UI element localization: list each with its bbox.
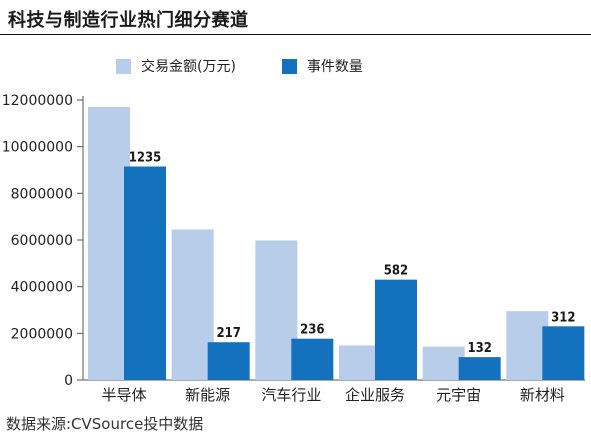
y-tick-label: 4000000	[11, 280, 73, 296]
data-label: 582	[384, 264, 408, 279]
data-label: 236	[300, 323, 324, 338]
y-tick-label: 0	[64, 373, 73, 389]
source-note: 数据来源:CVSource投中数据	[6, 415, 204, 433]
legend: 交易金额(万元) 事件数量	[116, 56, 409, 76]
bar-amount	[339, 345, 381, 380]
y-tick-label: 8000000	[11, 186, 73, 202]
x-tick-label: 元宇宙	[436, 386, 481, 404]
y-tick-label: 12000000	[2, 93, 73, 109]
bar-amount	[171, 229, 214, 380]
y-tick-label: 2000000	[11, 326, 73, 342]
legend-label-amount: 交易金额(万元)	[141, 59, 236, 75]
bar-amount	[506, 311, 549, 380]
x-tick-label: 新材料	[520, 386, 565, 404]
bar-amount	[422, 346, 465, 380]
bar-count	[458, 357, 501, 380]
legend-item-amount: 交易金额(万元)	[116, 56, 236, 76]
chart-title: 科技与制造行业热门细分赛道	[8, 10, 249, 31]
x-tick-label: 企业服务	[345, 386, 405, 404]
legend-swatch-count	[281, 58, 297, 74]
data-label: 312	[551, 310, 575, 325]
bar-count	[124, 166, 166, 380]
bar-count	[375, 279, 417, 380]
x-tick-label: 新能源	[185, 386, 230, 404]
y-tick-label: 10000000	[2, 140, 73, 156]
bar-count	[542, 326, 585, 380]
bar-amount	[88, 107, 130, 380]
bar-amount	[255, 240, 298, 380]
x-tick-label: 汽车行业	[261, 386, 321, 404]
x-tick-label: 半导体	[101, 386, 146, 404]
title-divider	[0, 34, 591, 35]
y-tick-label: 6000000	[11, 233, 73, 249]
data-label: 217	[216, 326, 240, 341]
bar-count	[207, 342, 250, 380]
legend-label-count: 事件数量	[306, 59, 363, 75]
data-label: 1235	[129, 151, 162, 166]
bar-count	[291, 338, 334, 380]
legend-item-count: 事件数量	[281, 56, 363, 76]
data-label: 132	[467, 341, 491, 356]
legend-swatch-amount	[116, 58, 131, 74]
